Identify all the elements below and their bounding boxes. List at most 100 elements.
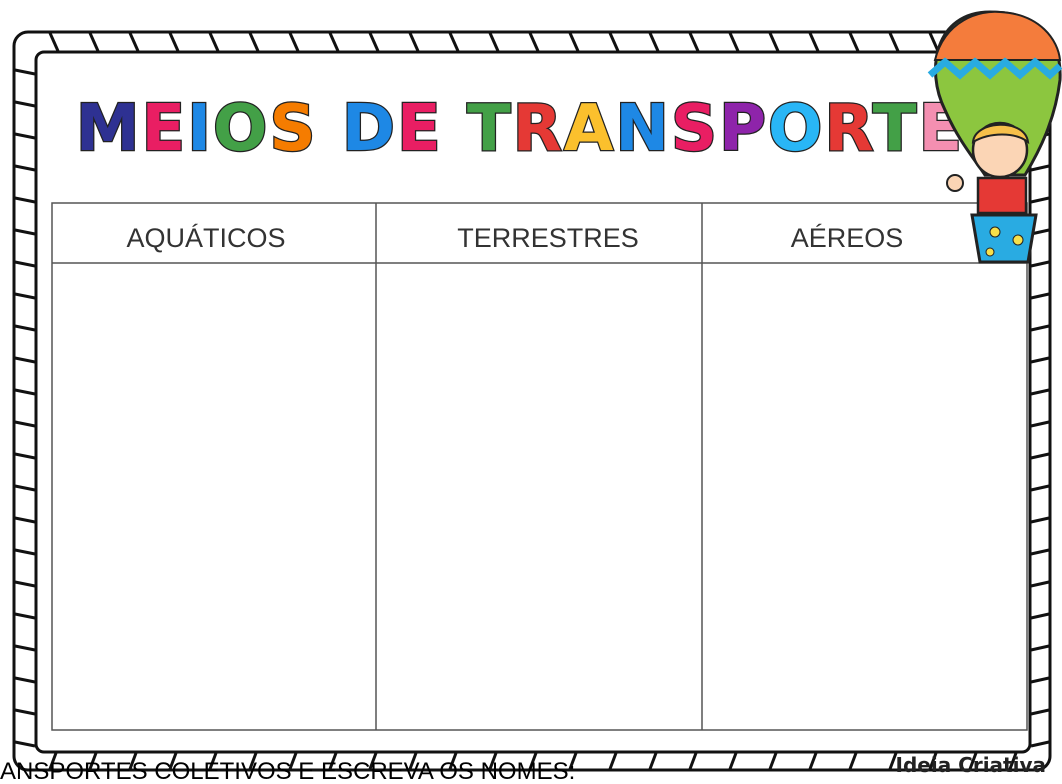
frame-tick	[1030, 580, 1050, 588]
frame-tick	[1030, 484, 1050, 492]
frame-tick	[328, 32, 340, 52]
frame-tick	[288, 752, 298, 770]
column-header: TERRESTRES	[457, 223, 639, 253]
frame-tick	[968, 752, 978, 770]
frame-tick	[808, 752, 818, 770]
frame-tick	[48, 32, 60, 52]
frame-outer	[12, 30, 1052, 772]
frame-tick	[848, 752, 858, 770]
frame-tick	[14, 516, 36, 524]
frame-tick	[14, 196, 36, 204]
frame-tick	[288, 32, 300, 52]
frame-tick	[168, 752, 178, 770]
title: MEIOS DE TRANSPORTE	[76, 92, 964, 166]
balloon-illustration	[927, 10, 1062, 264]
frame-tick	[1030, 164, 1050, 172]
frame-tick	[88, 32, 100, 52]
frame-tick	[14, 708, 36, 716]
frame	[12, 30, 1052, 772]
frame-tick	[488, 752, 498, 770]
table: AQUÁTICOS TERRESTRES AÉREOS	[51, 202, 1028, 731]
frame-tick	[128, 32, 140, 52]
frame-tick	[448, 32, 460, 52]
frame-tick	[208, 32, 220, 52]
frame-tick	[14, 356, 36, 364]
frame-tick	[14, 484, 36, 492]
frame-tick	[368, 752, 378, 770]
frame-tick	[14, 452, 36, 460]
frame-tick	[608, 752, 618, 770]
frame-tick	[14, 228, 36, 236]
frame-tick	[648, 752, 658, 770]
frame-tick	[408, 752, 418, 770]
frame-tick	[14, 612, 36, 620]
frame-tick	[208, 752, 218, 770]
frame-tick	[1030, 196, 1050, 204]
frame-tick	[808, 32, 820, 52]
frame-tick	[1030, 420, 1050, 428]
frame-tick	[1030, 548, 1050, 556]
frame-inner	[34, 50, 1032, 754]
frame-tick	[528, 32, 540, 52]
frame-tick	[1030, 324, 1050, 332]
frame-tick	[368, 32, 380, 52]
frame-tick	[328, 752, 338, 770]
brand: Ideia Criativa	[896, 753, 1046, 777]
frame-tick	[14, 644, 36, 652]
frame-tick	[728, 32, 740, 52]
frame-tick	[14, 292, 36, 300]
frame-tick	[1030, 644, 1050, 652]
frame-tick	[88, 752, 98, 770]
frame-tick	[608, 32, 620, 52]
frame-tick	[128, 752, 138, 770]
frame-tick	[568, 32, 580, 52]
frame-tick	[448, 752, 458, 770]
frame-tick	[488, 32, 500, 52]
frame-tick	[1030, 292, 1050, 300]
frame-tick	[248, 32, 260, 52]
frame-tick	[1030, 676, 1050, 684]
column-header: AQUÁTICOS	[126, 223, 285, 253]
frame-tick	[728, 752, 738, 770]
frame-tick	[768, 752, 778, 770]
frame-tick	[928, 32, 940, 52]
frame-tick	[408, 32, 420, 52]
frame-tick	[248, 752, 258, 770]
frame-tick	[14, 324, 36, 332]
frame-tick	[888, 752, 898, 770]
frame-tick	[1030, 452, 1050, 460]
frame-tick	[14, 132, 36, 140]
frame-tick	[14, 548, 36, 556]
frame-tick	[848, 32, 860, 52]
frame-tick	[14, 388, 36, 396]
instruction: ANSPORTES COLETIVOS E ESCREVA OS NOMES:	[0, 758, 575, 784]
frame-tick	[14, 260, 36, 268]
frame-tick	[14, 420, 36, 428]
frame-tick	[14, 164, 36, 172]
frame-tick	[14, 580, 36, 588]
frame-tick	[568, 752, 578, 770]
frame-tick	[14, 740, 36, 748]
frame-tick	[1030, 260, 1050, 268]
frame-tick	[928, 752, 938, 770]
frame-tick	[1008, 752, 1018, 770]
frame-tick	[48, 752, 58, 770]
column-header: AÉREOS	[791, 223, 904, 253]
frame-tick	[14, 100, 36, 108]
frame-tick	[1030, 708, 1050, 716]
frame-tick	[14, 68, 36, 76]
frame-tick	[688, 32, 700, 52]
frame-tick	[1030, 388, 1050, 396]
frame-tick	[528, 752, 538, 770]
frame-tick	[888, 32, 900, 52]
frame-tick	[688, 752, 698, 770]
frame-tick	[648, 32, 660, 52]
frame-tick	[1030, 356, 1050, 364]
frame-tick	[168, 32, 180, 52]
frame-tick	[1030, 740, 1050, 748]
frame-tick	[768, 32, 780, 52]
table-border	[51, 202, 1028, 731]
frame-tick	[1030, 516, 1050, 524]
frame-tick	[1030, 612, 1050, 620]
